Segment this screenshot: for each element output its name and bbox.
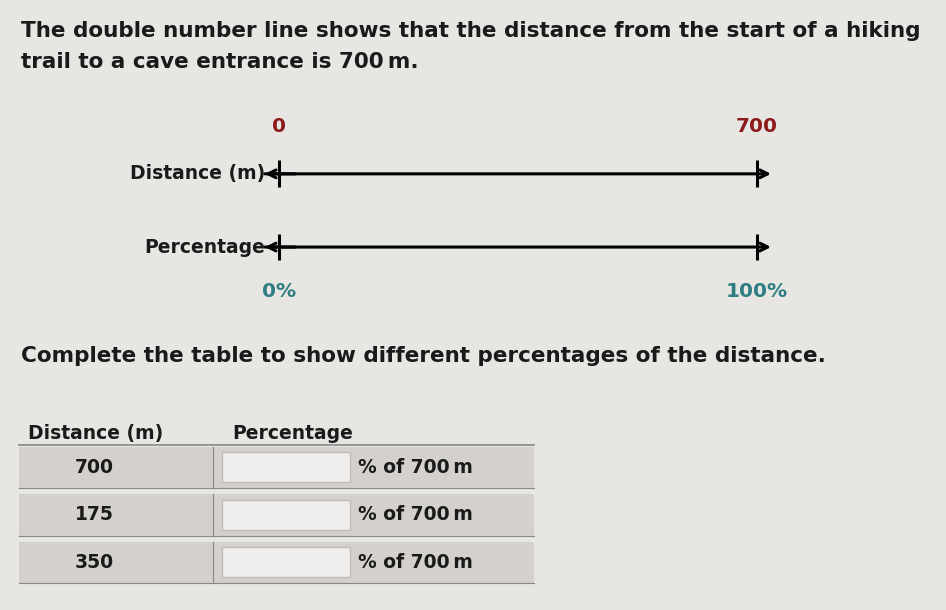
- Bar: [222, 548, 350, 577]
- Text: % of 700 m: % of 700 m: [358, 505, 472, 525]
- Text: % of 700 m: % of 700 m: [358, 553, 472, 572]
- Text: trail to a cave entrance is 700 m.: trail to a cave entrance is 700 m.: [21, 52, 418, 72]
- Text: Distance (m): Distance (m): [28, 424, 164, 443]
- Text: 0%: 0%: [262, 282, 296, 301]
- Bar: [19, 447, 534, 488]
- Bar: [222, 453, 350, 482]
- Bar: [222, 500, 350, 529]
- Text: 350: 350: [75, 553, 114, 572]
- Bar: [19, 542, 534, 583]
- Text: 700: 700: [736, 117, 778, 136]
- Text: 0: 0: [272, 117, 286, 136]
- Text: 175: 175: [75, 505, 114, 525]
- Text: 700: 700: [75, 458, 114, 477]
- Text: 100%: 100%: [726, 282, 788, 301]
- Bar: [19, 494, 534, 536]
- Text: Percentage: Percentage: [144, 237, 265, 257]
- Text: The double number line shows that the distance from the start of a hiking: The double number line shows that the di…: [21, 21, 920, 41]
- Text: Percentage: Percentage: [232, 424, 353, 443]
- Text: Distance (m): Distance (m): [130, 164, 265, 184]
- Text: Complete the table to show different percentages of the distance.: Complete the table to show different per…: [21, 346, 826, 367]
- Text: % of 700 m: % of 700 m: [358, 458, 472, 477]
